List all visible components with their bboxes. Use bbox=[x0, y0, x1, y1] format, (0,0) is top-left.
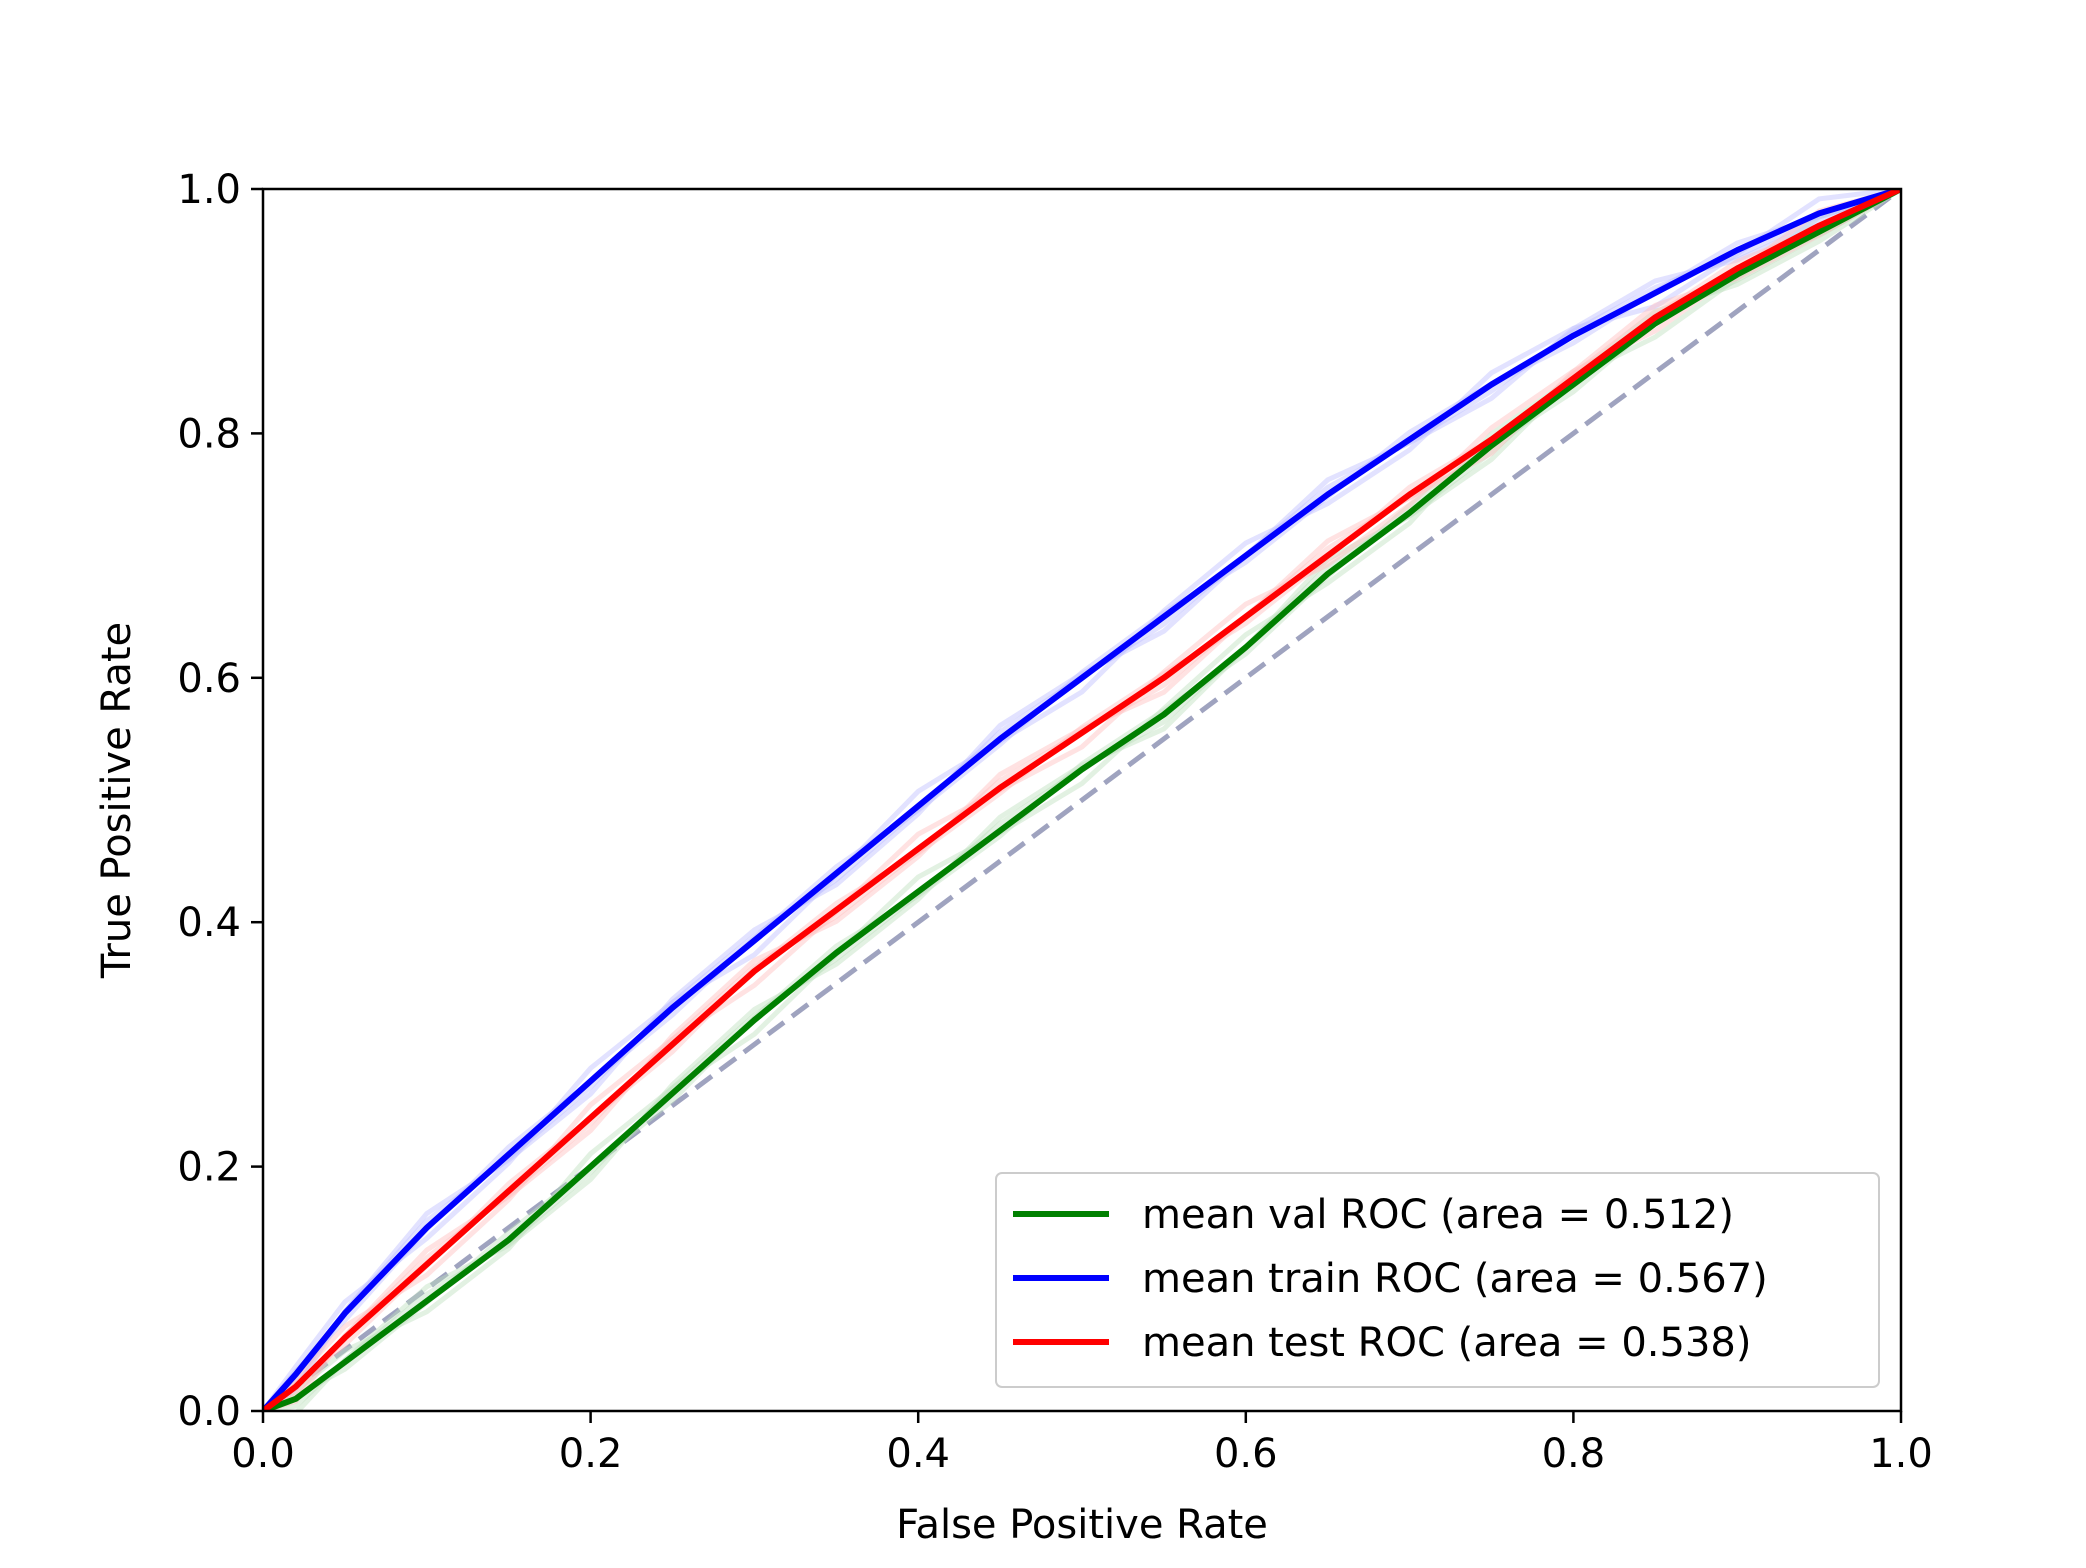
legend-label: mean train ROC (area = 0.567) bbox=[1142, 1256, 1768, 1302]
x-tick-label: 0.2 bbox=[559, 1431, 623, 1477]
y-tick-label: 1.0 bbox=[177, 167, 241, 213]
series-1-line bbox=[263, 189, 1901, 1411]
series-2-line bbox=[263, 189, 1901, 1411]
series-0-line bbox=[263, 189, 1901, 1411]
series-2-fold-trace bbox=[263, 189, 1901, 1411]
x-tick-label: 0.4 bbox=[886, 1431, 950, 1477]
x-tick-label: 0.6 bbox=[1214, 1431, 1278, 1477]
series-1-fold-trace bbox=[263, 189, 1901, 1411]
x-tick-label: 0.0 bbox=[231, 1431, 295, 1477]
chance-diagonal-line bbox=[263, 189, 1901, 1411]
y-tick-label: 0.8 bbox=[177, 411, 241, 457]
y-axis-label: True Positive Rate bbox=[94, 622, 140, 979]
x-tick-label: 1.0 bbox=[1869, 1431, 1933, 1477]
legend-box bbox=[995, 1172, 1880, 1388]
x-axis-label: False Positive Rate bbox=[896, 1502, 1268, 1548]
x-tick-label: 0.8 bbox=[1542, 1431, 1606, 1477]
y-tick-label: 0.2 bbox=[177, 1145, 241, 1191]
x-axis-ticks: 0.0 0.2 0.4 0.6 0.8 1.0 bbox=[231, 1411, 1933, 1477]
axes-frame bbox=[261, 187, 1903, 1413]
legend: mean val ROC (area = 0.512) mean train RO… bbox=[995, 1172, 1880, 1388]
legend-label: mean val ROC (area = 0.512) bbox=[1142, 1192, 1734, 1238]
y-tick-label: 0.6 bbox=[177, 656, 241, 702]
y-axis-ticks: 0.0 0.2 0.4 0.6 0.8 1.0 bbox=[177, 167, 263, 1435]
y-tick-label: 0.4 bbox=[177, 900, 241, 946]
plot-area bbox=[263, 189, 1901, 1411]
y-tick-label: 0.0 bbox=[177, 1389, 241, 1435]
legend-label: mean test ROC (area = 0.538) bbox=[1142, 1320, 1751, 1366]
